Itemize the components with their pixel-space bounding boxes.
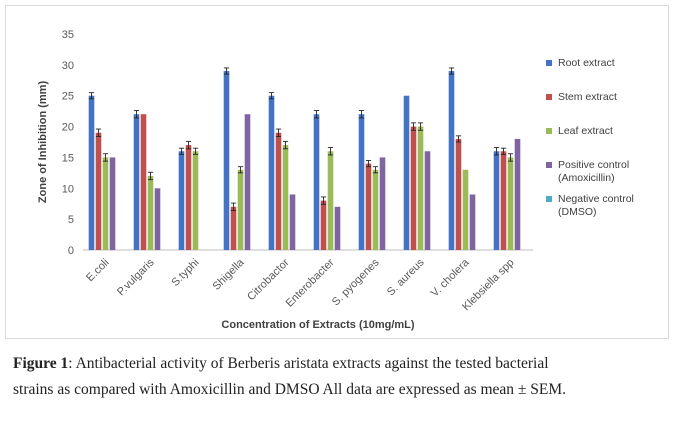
figure-panel: 0 5 10 15 20 25 30 35 E.coli P.vulgaris S.typhi Sh… bbox=[5, 5, 669, 339]
legend-swatch bbox=[546, 60, 552, 66]
legend-label: (Amoxicillin) bbox=[558, 172, 615, 184]
bar bbox=[268, 95, 275, 251]
bar bbox=[379, 157, 386, 250]
bar bbox=[358, 114, 365, 250]
bar bbox=[493, 151, 500, 250]
x-tick-label: Citrobactor bbox=[245, 256, 292, 303]
y-axis-title: Zone of Inhibition (mm) bbox=[37, 81, 49, 204]
x-tick-label: V. cholera bbox=[429, 256, 472, 299]
y-tick-label: 35 bbox=[62, 29, 74, 41]
legend-swatch bbox=[546, 162, 552, 168]
figure-caption: Figure 1: Antibacterial activity of Berb… bbox=[13, 351, 573, 403]
bar bbox=[95, 132, 102, 250]
x-tick-label: S. pyogenes bbox=[330, 256, 382, 308]
y-tick-label: 0 bbox=[68, 245, 74, 257]
legend-label: Negative control bbox=[558, 193, 634, 205]
legend-label: Root extract bbox=[558, 57, 615, 69]
y-tick-label: 20 bbox=[62, 122, 74, 134]
bar bbox=[424, 151, 431, 250]
y-tick-label: 25 bbox=[62, 91, 74, 103]
bar bbox=[102, 157, 109, 250]
x-tick-label: Enterobacter bbox=[284, 256, 337, 309]
bar bbox=[320, 200, 327, 250]
x-tick-label: S. aureus bbox=[385, 256, 427, 298]
bar bbox=[514, 138, 521, 250]
bar bbox=[282, 145, 289, 250]
x-tick-label: E.coli bbox=[84, 257, 112, 285]
legend-label: (DMSO) bbox=[558, 206, 597, 218]
bar bbox=[417, 126, 424, 250]
bar bbox=[365, 163, 372, 250]
bar bbox=[230, 206, 237, 250]
caption-text: : Antibacterial activity of Berberis ari… bbox=[13, 355, 567, 398]
y-tick-label: 10 bbox=[62, 183, 74, 195]
y-axis-ticks: 0 5 10 15 20 25 30 35 bbox=[62, 29, 74, 257]
bar bbox=[403, 95, 410, 251]
bar bbox=[448, 71, 455, 250]
bar bbox=[410, 126, 417, 250]
bar bbox=[289, 194, 296, 250]
bar bbox=[334, 206, 341, 250]
bar bbox=[140, 114, 147, 250]
bar bbox=[109, 157, 116, 250]
legend: Root extract Stem extract Leaf extract Posi… bbox=[546, 57, 634, 218]
legend-swatch bbox=[546, 196, 552, 202]
x-axis-ticks: E.coli P.vulgaris S.typhi ShigellaCitrobact… bbox=[84, 256, 517, 313]
bar bbox=[185, 145, 192, 250]
bar bbox=[178, 151, 185, 250]
bar bbox=[88, 95, 95, 251]
legend-label: Leaf extract bbox=[558, 125, 613, 137]
x-tick-label: S.typhi bbox=[169, 257, 201, 289]
bar bbox=[275, 132, 282, 250]
bar bbox=[237, 169, 244, 250]
bar bbox=[500, 151, 507, 250]
bar bbox=[507, 157, 514, 250]
bar bbox=[327, 151, 334, 250]
bar bbox=[133, 114, 140, 250]
bar bbox=[147, 175, 154, 250]
y-tick-label: 5 bbox=[68, 214, 74, 226]
bar bbox=[462, 169, 469, 250]
bars bbox=[88, 71, 521, 251]
bar bbox=[223, 71, 230, 250]
bar bbox=[192, 151, 199, 250]
x-tick-label: P.vulgaris bbox=[115, 256, 157, 298]
x-tick-label: Shigella bbox=[210, 256, 247, 293]
bar bbox=[154, 188, 161, 250]
bar bbox=[244, 114, 251, 250]
legend-label: Stem extract bbox=[558, 91, 617, 103]
y-tick-label: 30 bbox=[62, 60, 74, 72]
error-bars bbox=[88, 67, 514, 211]
caption-label: Figure 1 bbox=[13, 355, 69, 372]
bar bbox=[469, 194, 476, 250]
bar bbox=[455, 138, 462, 250]
bar-chart: 0 5 10 15 20 25 30 35 E.coli P.vulgaris S.typhi Sh… bbox=[37, 29, 634, 331]
bar bbox=[313, 114, 320, 250]
legend-label: Positive control bbox=[558, 159, 629, 171]
legend-swatch bbox=[546, 128, 552, 134]
legend-swatch bbox=[546, 94, 552, 100]
bar bbox=[372, 169, 379, 250]
y-tick-label: 15 bbox=[62, 152, 74, 164]
x-axis-title: Concentration of Extracts (10mg/mL) bbox=[221, 319, 414, 331]
